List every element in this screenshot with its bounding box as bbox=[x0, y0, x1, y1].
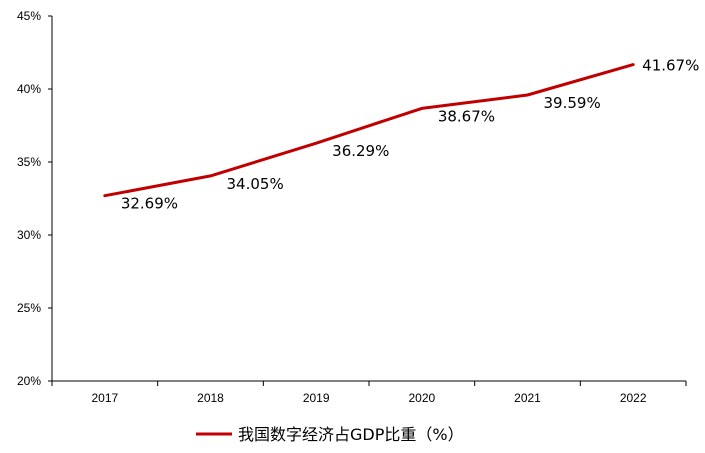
legend: 我国数字经济占GDP比重（%） bbox=[196, 425, 464, 444]
x-tick-label: 2019 bbox=[303, 391, 330, 405]
data-labels: 32.69% 34.05% 36.29% 38.67% 39.59% 41.67% bbox=[121, 57, 700, 213]
series-line bbox=[103, 63, 635, 198]
y-tick-label: 25% bbox=[17, 301, 41, 315]
y-tick-label: 40% bbox=[17, 82, 41, 96]
x-tick-label: 2020 bbox=[408, 391, 435, 405]
y-tick-label: 35% bbox=[17, 155, 41, 169]
data-label: 39.59% bbox=[544, 94, 601, 112]
x-axis-ticks: 2017 2018 2019 2020 2021 2022 bbox=[51, 381, 687, 405]
series-lines bbox=[103, 63, 635, 198]
y-tick-label: 45% bbox=[17, 9, 41, 23]
x-tick-label: 2022 bbox=[620, 391, 647, 405]
y-tick-label: 20% bbox=[17, 374, 41, 388]
legend-entry-label: 我国数字经济占GDP比重（%） bbox=[238, 425, 464, 444]
x-tick-label: 2018 bbox=[197, 391, 224, 405]
data-label: 34.05% bbox=[227, 175, 284, 193]
data-label: 32.69% bbox=[121, 195, 178, 213]
y-tick-label: 30% bbox=[17, 228, 41, 242]
x-tick-label: 2021 bbox=[514, 391, 541, 405]
y-axis-ticks: 20% 25% 30% 35% 40% 45% bbox=[17, 9, 52, 388]
x-tick-label: 2017 bbox=[91, 391, 118, 405]
data-label: 36.29% bbox=[332, 142, 389, 160]
data-label: 41.67% bbox=[642, 57, 699, 75]
data-label: 38.67% bbox=[438, 107, 495, 125]
